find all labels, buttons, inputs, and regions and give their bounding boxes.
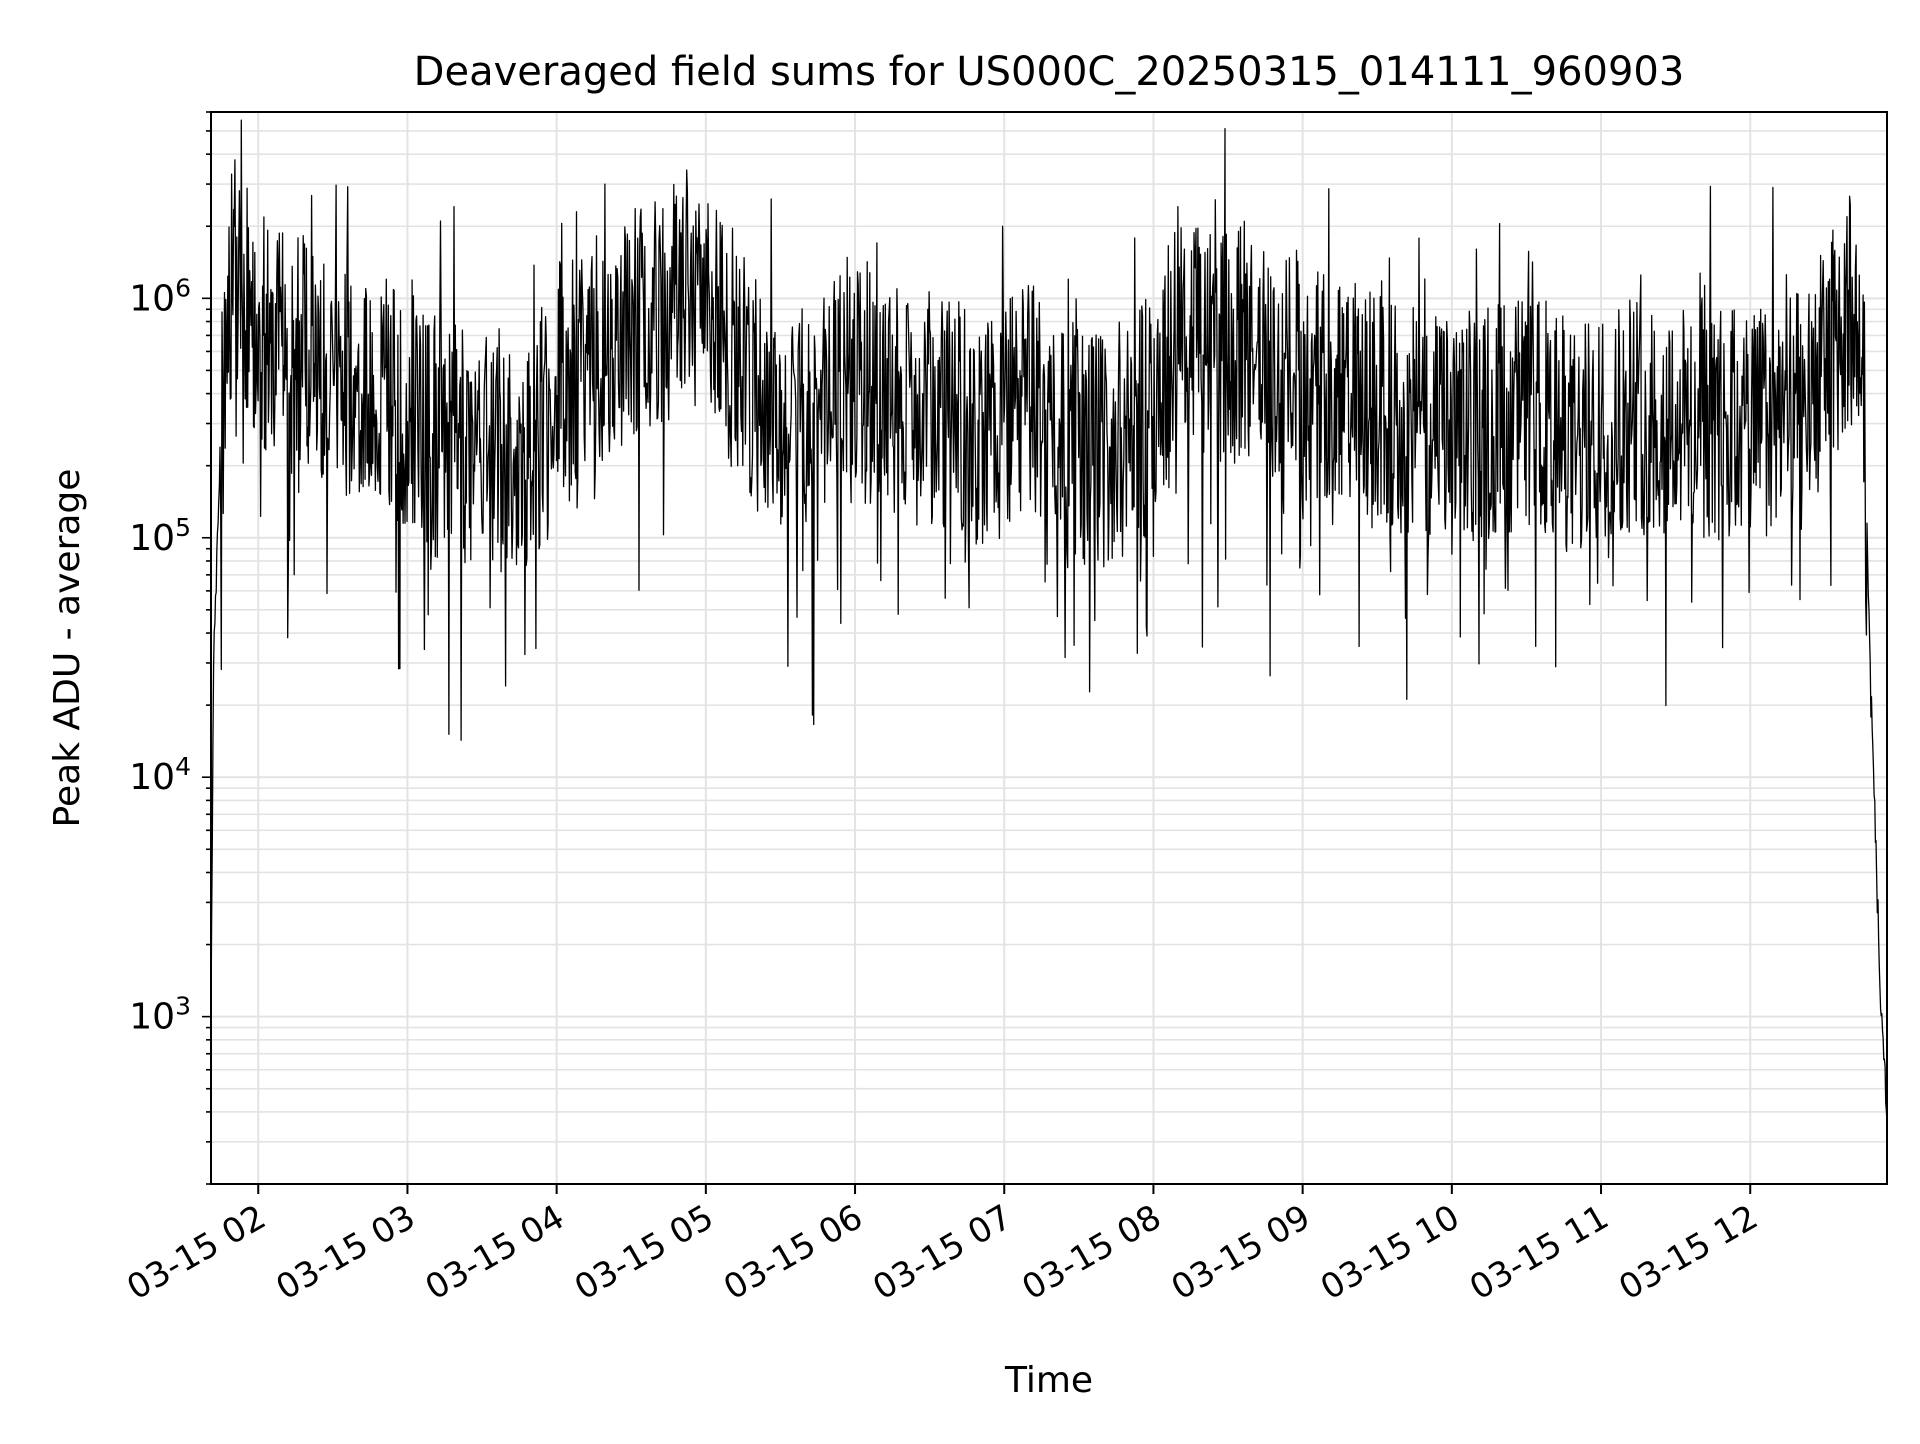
grid-lines [211,111,1887,1185]
y-tick-label: 104 [129,752,191,798]
y-axis-label: Peak ADU - average [47,469,88,828]
chart-title: Deaveraged field sums for US000C_2025031… [414,49,1685,95]
data-trace [210,119,1888,1123]
y-tick-label: 103 [129,992,191,1038]
y-tick-label: 105 [129,513,191,559]
plot-frame [210,111,1888,1185]
x-axis-label: Time [1004,1360,1093,1401]
y-tick-label: 106 [129,273,191,319]
series-line [210,119,1888,1123]
